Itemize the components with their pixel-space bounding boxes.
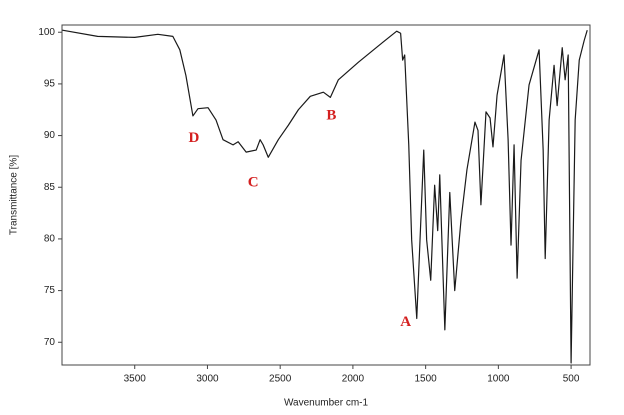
- x-axis-label: Wavenumber cm-1: [284, 398, 369, 409]
- annotation: B: [326, 107, 336, 123]
- y-tick-label: 80: [44, 234, 56, 245]
- y-axis-label: Transmittance [%]: [9, 155, 20, 235]
- y-tick-label: 90: [44, 130, 56, 141]
- x-tick-label: 3500: [124, 374, 147, 385]
- y-tick-label: 100: [38, 27, 55, 38]
- spectrum-line: [62, 29, 588, 364]
- annotation: A: [400, 314, 411, 330]
- y-tick-label: 85: [44, 182, 56, 193]
- x-tick-label: 1000: [487, 374, 510, 385]
- x-tick-label: 3000: [196, 374, 219, 385]
- y-tick-label: 70: [44, 337, 56, 348]
- x-tick-label: 2500: [269, 374, 292, 385]
- x-tick-label: 1500: [415, 374, 438, 385]
- x-tick-label: 500: [563, 374, 580, 385]
- annotation: D: [189, 130, 200, 146]
- y-tick-label: 95: [44, 79, 56, 90]
- y-tick-label: 75: [44, 285, 56, 296]
- annotation: C: [248, 175, 259, 191]
- x-tick-label: 2000: [342, 374, 365, 385]
- plot-frame: [61, 24, 591, 366]
